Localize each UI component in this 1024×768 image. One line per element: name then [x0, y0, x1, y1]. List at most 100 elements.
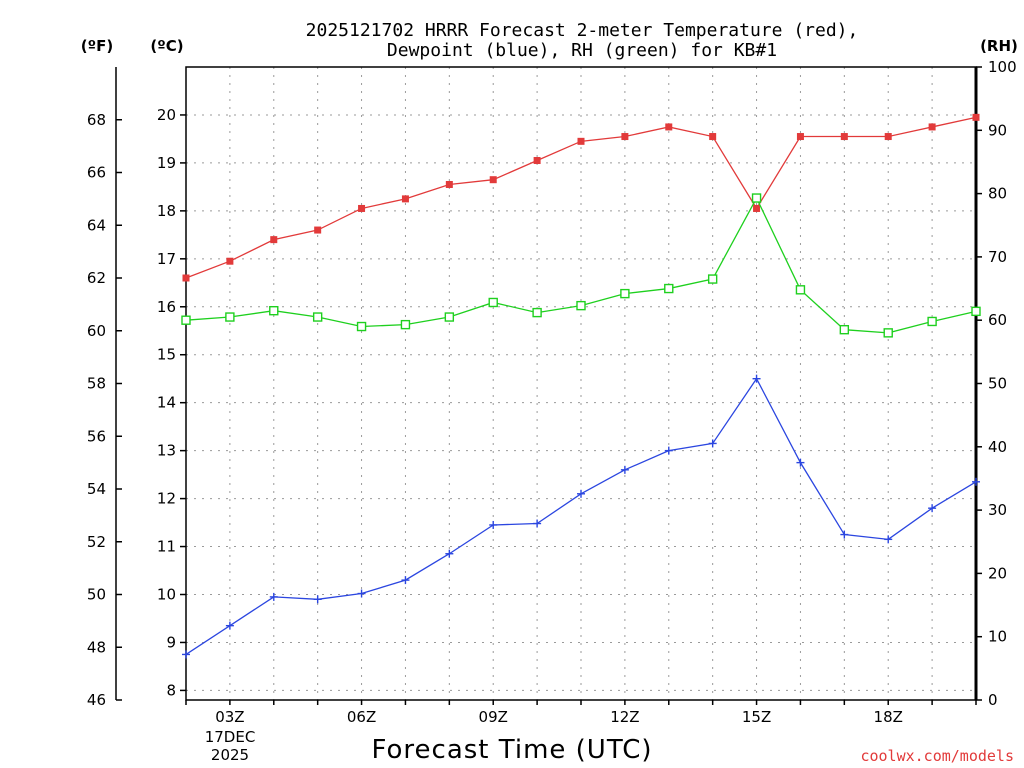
rh-data-point: [707, 274, 718, 284]
dewpoint-data-point: [972, 477, 980, 486]
dewpoint-data-point: [533, 519, 542, 528]
temperature-data-point: [270, 236, 278, 244]
axes-ticks: 8 9 10 11 12 13 14 15 16 17 18 19 20 46 48 50 52 54 56 58 60…: [87, 58, 1017, 726]
x-tick-label: 06Z: [347, 708, 376, 726]
rh-tick-label: 60: [988, 311, 1007, 329]
celsius-tick-label: 11: [157, 538, 176, 556]
rh-tick-label: 50: [988, 375, 1007, 393]
celsius-tick-label: 15: [157, 346, 176, 364]
celsius-tick-label: 8: [166, 681, 176, 699]
dewpoint-data-point: [708, 439, 717, 448]
rh-tick-label: 0: [988, 691, 998, 709]
x-tick-label: 09Z: [479, 708, 508, 726]
temperature-data-point: [314, 226, 322, 234]
dewpoint-data-point: [269, 592, 278, 601]
fahrenheit-tick-label: 68: [87, 111, 106, 129]
rh-data-point: [927, 316, 937, 327]
rh-data-point: [225, 312, 235, 322]
rh-data-point: [795, 285, 806, 295]
fahrenheit-tick-label: 62: [87, 269, 106, 287]
fahrenheit-tick-label: 54: [87, 480, 106, 498]
celsius-tick-label: 16: [157, 298, 176, 316]
celsius-tick-label: 10: [157, 586, 176, 604]
grid-lines: [186, 67, 976, 700]
fahrenheit-unit-label: (ºF): [81, 37, 113, 55]
temperature-data-point: [182, 274, 190, 282]
rh-data-point: [532, 307, 542, 318]
temperature-data-point: [796, 133, 804, 141]
dewpoint-data-point: [577, 489, 585, 498]
rh-data-point: [576, 300, 586, 311]
fahrenheit-tick-label: 46: [87, 691, 106, 709]
temperature-data-point: [753, 204, 761, 212]
dewpoint-data-point: [664, 446, 673, 455]
temperature-data-point: [533, 157, 541, 165]
fahrenheit-tick-label: 64: [87, 216, 106, 234]
fahrenheit-tick-label: 50: [87, 586, 106, 604]
celsius-tick-label: 19: [157, 154, 176, 172]
fahrenheit-tick-label: 56: [87, 427, 106, 445]
rh-data-point: [883, 328, 893, 338]
celsius-tick-label: 18: [157, 202, 176, 220]
x-tick-label: 12Z: [610, 708, 639, 726]
temperature-data-point: [928, 123, 936, 131]
dewpoint-data-point: [445, 549, 454, 558]
dewpoint-data-point: [928, 504, 937, 513]
temperature-data-point: [709, 133, 717, 141]
credit-text: coolwx.com/models: [860, 747, 1014, 765]
rh-tick-label: 30: [988, 501, 1007, 519]
temperature-data-point: [884, 133, 892, 141]
rh-tick-label: 20: [988, 564, 1007, 582]
fahrenheit-tick-label: 66: [87, 164, 106, 182]
celsius-tick-label: 9: [166, 633, 176, 651]
rh-tick-label: 90: [988, 121, 1007, 139]
temperature-data-point: [840, 133, 848, 141]
dewpoint-data-point: [884, 535, 893, 544]
rh-data-point: [444, 312, 455, 322]
date-label-year: 2025: [211, 746, 249, 764]
temperature-data-point: [401, 195, 409, 203]
temperature-data-point: [358, 204, 366, 212]
temperature-data-point: [972, 113, 980, 121]
rh-tick-label: 100: [988, 58, 1017, 76]
dewpoint-data-point: [401, 576, 410, 585]
rh-data-point: [839, 324, 850, 335]
rh-series-line: [185, 196, 977, 334]
celsius-tick-label: 17: [157, 250, 176, 268]
temperature-data-point: [665, 123, 673, 131]
temperature-data-point: [489, 176, 497, 184]
x-tick-label: 03Z: [215, 708, 244, 726]
x-tick-label: 18Z: [874, 708, 903, 726]
rh-data-point: [488, 297, 498, 308]
dewpoint-data-point: [182, 650, 190, 659]
temperature-data-point: [445, 180, 453, 188]
rh-tick-label: 80: [988, 185, 1007, 203]
rh-data-point: [356, 321, 367, 332]
plot-area-frame: [185, 66, 977, 701]
rh-data-point: [664, 283, 674, 294]
dewpoint-data-point: [313, 595, 322, 604]
x-axis-label: Forecast Time (UTC): [371, 735, 652, 765]
fahrenheit-tick-label: 58: [87, 375, 106, 393]
temperature-data-point: [226, 257, 234, 265]
dewpoint-data-point: [620, 465, 629, 474]
rh-unit-label: (RH): [980, 37, 1018, 55]
celsius-tick-label: 20: [157, 106, 176, 124]
dewpoint-data-point: [357, 589, 366, 598]
celsius-tick-label: 12: [157, 490, 176, 508]
dewpoint-data-point: [840, 530, 849, 539]
data-series: [181, 113, 981, 659]
rh-tick-label: 70: [988, 248, 1007, 266]
celsius-tick-label: 14: [157, 394, 176, 412]
date-label-day: 17DEC: [205, 728, 256, 746]
chart-title-line-2: Dewpoint (blue), RH (green) for KB#1: [387, 40, 777, 61]
fahrenheit-tick-label: 52: [87, 533, 106, 551]
fahrenheit-tick-label: 48: [87, 638, 106, 656]
rh-tick-label: 10: [988, 628, 1007, 646]
dewpoint-data-point: [225, 621, 234, 630]
rh-data-point: [269, 306, 279, 316]
rh-data-point: [181, 315, 191, 325]
dewpoint-data-point: [489, 520, 498, 529]
dewpoint-data-point: [752, 374, 761, 383]
